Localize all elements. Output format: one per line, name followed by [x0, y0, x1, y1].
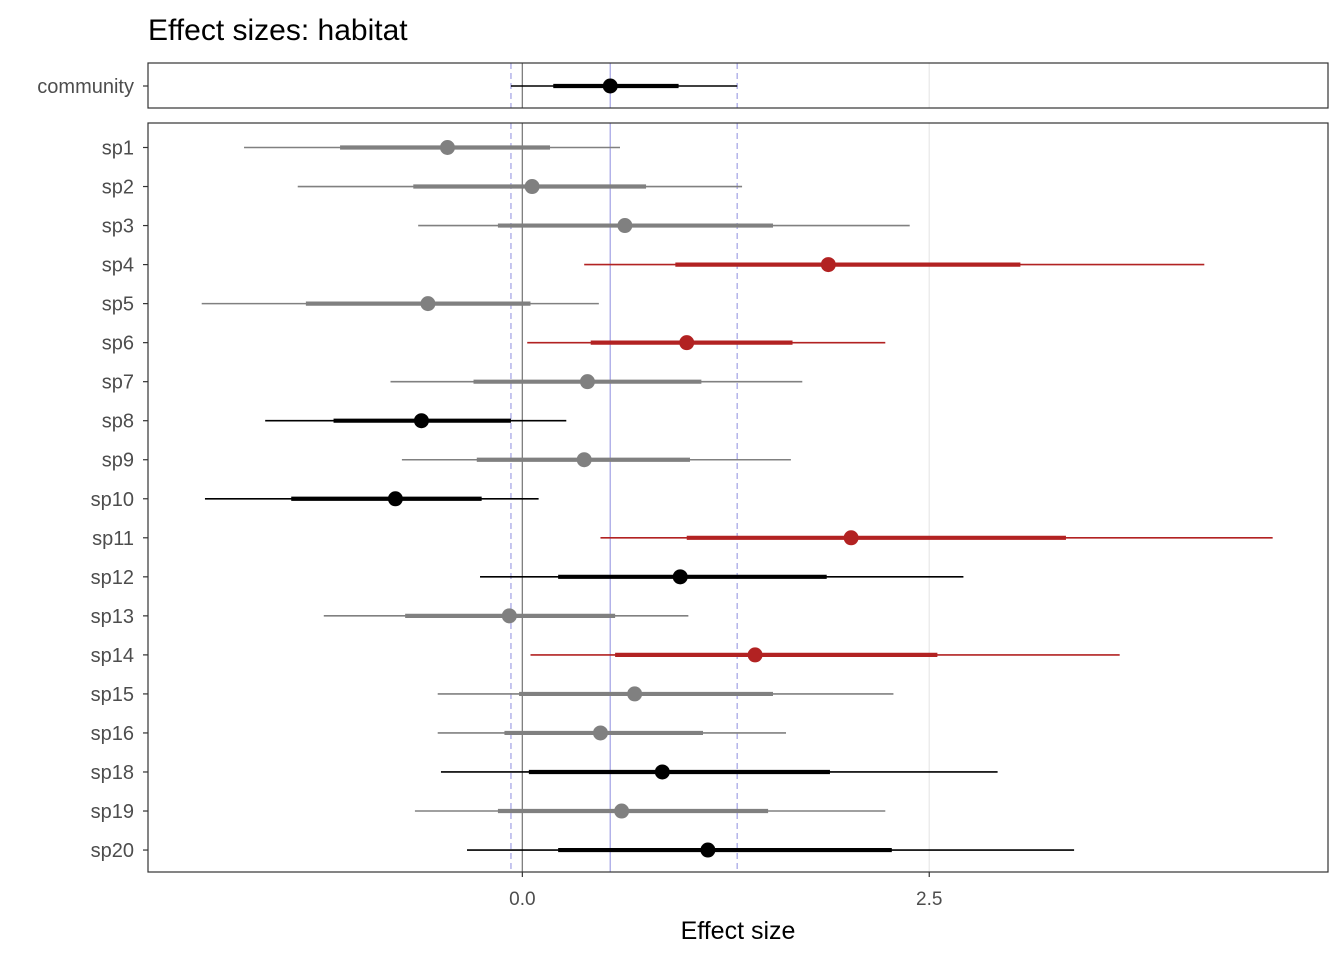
- species-label: sp1: [102, 138, 134, 160]
- community-marks: [510, 78, 738, 94]
- species-label: sp13: [91, 606, 134, 628]
- species-point: [627, 686, 643, 702]
- species-point: [439, 140, 455, 155]
- species-label: sp4: [102, 255, 134, 277]
- species-panel: [147, 122, 1329, 873]
- species-point: [672, 569, 688, 585]
- species-point: [654, 764, 670, 780]
- species-point: [614, 803, 630, 819]
- species-point: [820, 257, 836, 273]
- species-point: [576, 452, 592, 468]
- chart-title: Effect sizes: habitat: [148, 14, 408, 47]
- species-label: sp15: [91, 684, 134, 706]
- species-label: sp18: [91, 762, 134, 784]
- species-panel-border: [147, 122, 1329, 873]
- species-point: [387, 491, 403, 507]
- species-point: [843, 530, 859, 546]
- species-label: sp19: [91, 801, 134, 823]
- species-label: sp9: [102, 450, 134, 472]
- species-marks: [201, 140, 1273, 858]
- community-point: [602, 78, 618, 94]
- community-panel: [143, 62, 1329, 109]
- species-label: sp16: [91, 723, 134, 745]
- species-point: [700, 842, 716, 858]
- species-point: [617, 218, 633, 234]
- species-point: [579, 374, 595, 390]
- x-axis-ticks: 0.0 2.5: [509, 872, 942, 910]
- species-point: [747, 647, 763, 663]
- species-label: sp20: [91, 840, 134, 862]
- species-point: [592, 725, 608, 741]
- species-label: sp11: [92, 528, 134, 550]
- species-point: [524, 179, 540, 195]
- x-tick-label: 0.0: [509, 889, 535, 910]
- x-tick-label: 2.5: [916, 889, 942, 910]
- species-point: [501, 608, 517, 624]
- species-point: [420, 296, 436, 312]
- species-label: sp7: [102, 372, 134, 394]
- species-point: [679, 335, 695, 351]
- community-panel-border: [147, 62, 1329, 109]
- x-axis-label: Effect size: [681, 917, 796, 945]
- species-point: [413, 413, 429, 429]
- community-label: community: [37, 76, 134, 98]
- species-label: sp8: [102, 411, 134, 433]
- species-label: sp10: [91, 489, 134, 511]
- species-labels: sp1 sp2 sp3 sp4 sp5 sp6 sp7 sp8 sp9 sp10 sp11 sp12 s…: [91, 138, 148, 862]
- species-label: sp14: [91, 645, 134, 667]
- species-label: sp2: [102, 177, 134, 199]
- species-label: sp5: [102, 294, 134, 316]
- species-label: sp6: [102, 333, 134, 355]
- species-label: sp12: [91, 567, 134, 589]
- species-label: sp3: [102, 216, 134, 238]
- species-gridlines: [510, 123, 930, 872]
